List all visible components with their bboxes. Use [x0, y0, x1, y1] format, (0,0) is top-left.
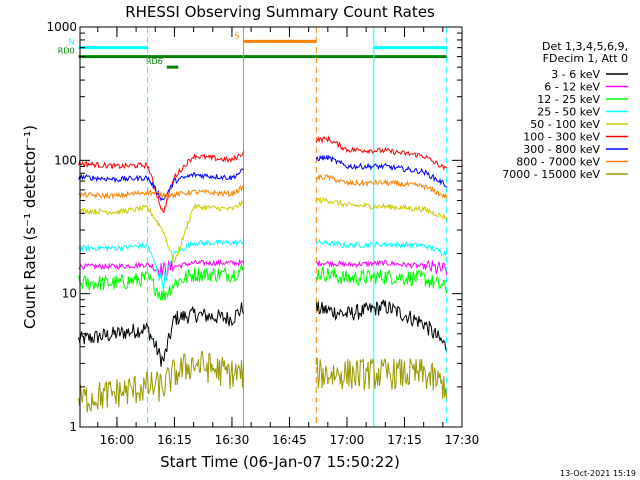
legend-item-label: 3 - 6 keV: [551, 68, 600, 81]
flag-label: RD0: [58, 47, 75, 56]
flags-layer: N RD6 RD0 S: [58, 31, 447, 69]
legend-item-label: 7000 - 15000 keV: [502, 168, 600, 181]
legend-header: Det 1,3,4,5,6,9,: [542, 40, 628, 53]
vlines-layer: [147, 27, 448, 427]
x-tick-label: 16:45: [272, 433, 307, 447]
x-tick-label: 17:30: [445, 433, 480, 447]
x-tick-label: 17:00: [330, 433, 365, 447]
legend-header: FDecim 1, Att 0: [543, 52, 628, 65]
y-axis-label: Count Rate (s⁻¹ detector⁻¹): [21, 125, 39, 329]
y-tick-label: 100: [54, 153, 77, 167]
x-tick-label: 16:15: [157, 433, 192, 447]
series-4: [78, 196, 448, 263]
legend-item-label: 25 - 50 keV: [537, 106, 600, 119]
series-line: [78, 239, 448, 290]
series-5: [78, 135, 448, 214]
series-line: [78, 135, 448, 214]
x-tick-label: 17:15: [387, 433, 422, 447]
plot-frame: [79, 26, 463, 428]
y-tick-label: 1000: [46, 20, 77, 34]
flag-label: RD6: [146, 57, 163, 66]
series-line: [78, 258, 448, 278]
legend-item-label: 100 - 300 keV: [523, 131, 600, 144]
ticks-layer: 16:00 16:15 16:30 16:45 17:00 17:15 17:30 1 10 10…: [46, 20, 479, 447]
x-tick-label: 16:30: [215, 433, 250, 447]
chart-title: RHESSI Observing Summary Count Rates: [125, 3, 435, 21]
series-line: [78, 262, 448, 301]
series-0: [78, 299, 448, 367]
y-tick-label: 1: [69, 420, 77, 434]
series-6: [78, 154, 448, 202]
flag-label: S: [234, 31, 239, 40]
x-axis-label: Start Time (06-Jan-07 15:50:22): [160, 453, 400, 471]
series-line: [78, 196, 448, 263]
x-tick-label: 16:00: [100, 433, 135, 447]
series-line: [78, 299, 448, 367]
series-line: [78, 350, 448, 413]
legend-item-label: 800 - 7000 keV: [516, 156, 600, 169]
series-2: [78, 262, 448, 301]
series-1: [78, 258, 448, 278]
y-tick-label: 10: [62, 287, 77, 301]
footer-date: 13-Oct-2021 15:19: [560, 469, 636, 478]
series-line: [78, 154, 448, 202]
series-3: [78, 239, 448, 290]
series-8: [78, 350, 448, 413]
legend-item-label: 12 - 25 keV: [537, 93, 600, 106]
legend: Det 1,3,4,5,6,9,FDecim 1, Att 0 3 - 6 keV…: [502, 40, 628, 181]
legend-item-label: 6 - 12 keV: [544, 81, 600, 94]
series-line: [78, 173, 448, 200]
series-7: [78, 173, 448, 200]
legend-item-label: 300 - 800 keV: [523, 143, 600, 156]
series-layer: [78, 135, 448, 413]
legend-item-label: 50 - 100 keV: [530, 118, 600, 131]
flag-label: N: [69, 38, 75, 47]
